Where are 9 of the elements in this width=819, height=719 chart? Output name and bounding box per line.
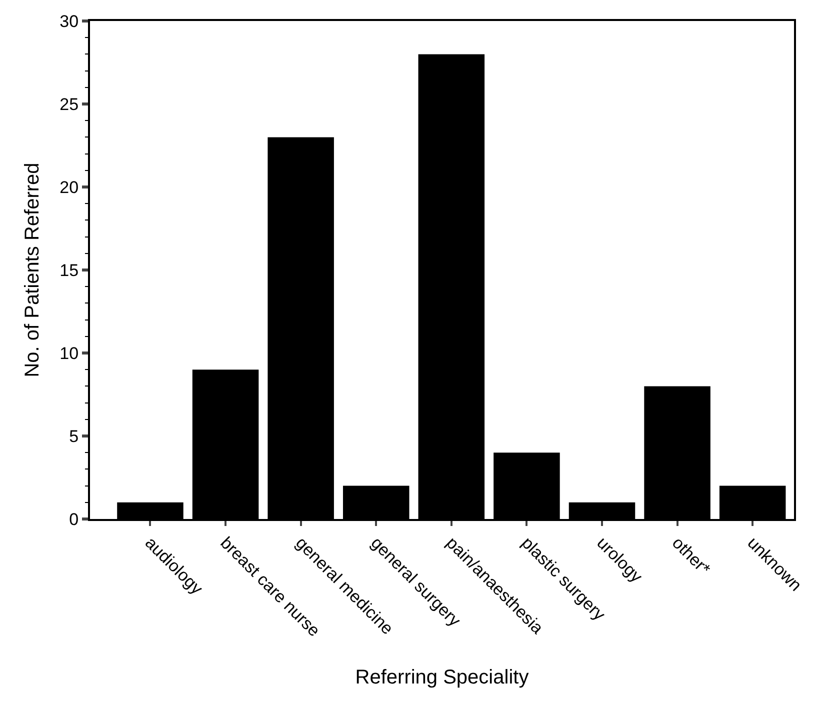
x-axis-title: Referring Speciality: [355, 666, 529, 688]
y-tick-label: 10: [60, 344, 79, 363]
y-tick-label: 25: [60, 94, 79, 114]
y-axis-title: No. of Patients Referred: [22, 162, 44, 378]
y-tick-label: 5: [69, 426, 79, 446]
y-tick-label: 15: [60, 260, 79, 280]
y-tick-label: 0: [69, 510, 79, 529]
y-tick-label: 20: [60, 178, 79, 197]
y-tick-label: 30: [60, 12, 79, 31]
